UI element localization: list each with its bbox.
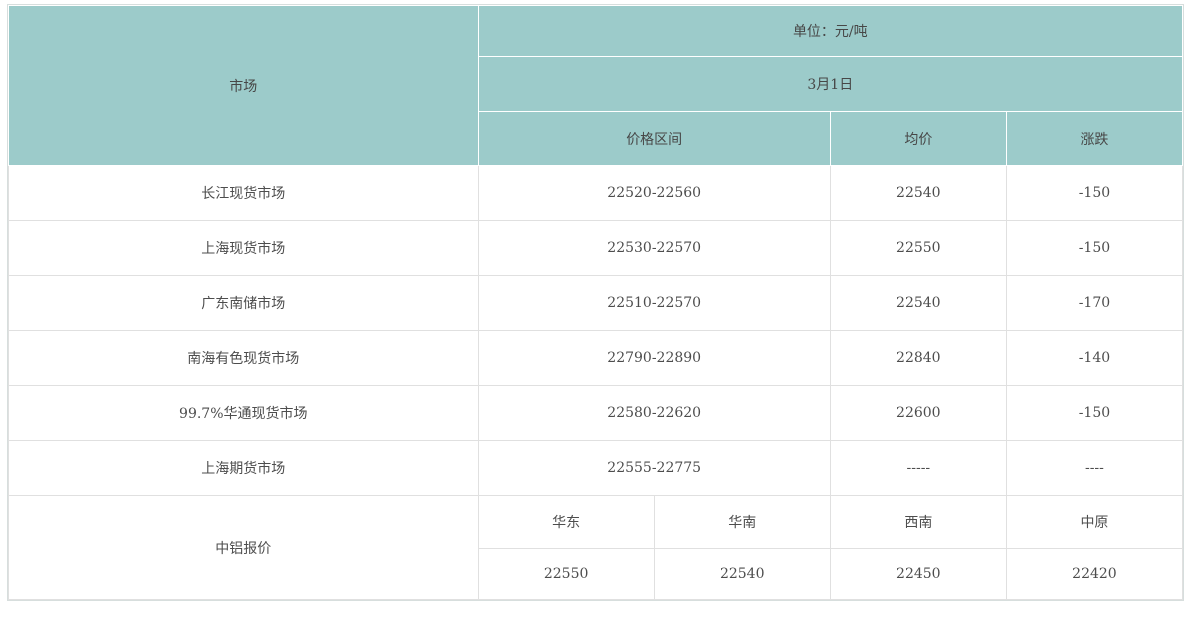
region-header-central-plains: 中原 [1005, 495, 1184, 549]
market-name: 上海现货市场 [8, 220, 479, 276]
market-name: 上海期货市场 [8, 440, 479, 496]
price-range-value: 22520-22560 [477, 165, 831, 221]
region-price-east-china: 22550 [477, 548, 655, 600]
change-value: -150 [1005, 220, 1184, 276]
col-header-average-price: 均价 [829, 111, 1007, 166]
region-header-east-china: 华东 [477, 495, 655, 549]
price-range-value: 22790-22890 [477, 330, 831, 386]
header-row-date: 3月1日 [9, 56, 1184, 112]
change-value: ---- [1005, 440, 1184, 496]
market-name: 长江现货市场 [8, 165, 479, 221]
col-header-price-range: 价格区间 [477, 111, 831, 166]
change-value: -150 [1005, 385, 1184, 441]
price-table: 市场 单位：元/吨 3月1日 价格区间 均价 涨跌 长江现货市场 22520-2… [8, 5, 1184, 600]
chinalco-label: 中铝报价 [8, 495, 479, 600]
col-header-change: 涨跌 [1005, 111, 1184, 166]
table-row: 99.7%华通现货市场 22580-22620 22600 -150 [8, 385, 1184, 441]
header-row-unit: 市场 单位：元/吨 [8, 5, 1184, 166]
average-price-value: ----- [829, 440, 1007, 496]
price-range-value: 22530-22570 [477, 220, 831, 276]
price-range-value: 22580-22620 [477, 385, 831, 441]
market-name: 99.7%华通现货市场 [8, 385, 479, 441]
region-header-south-china: 华南 [653, 495, 831, 549]
unit-header: 单位：元/吨 [477, 5, 1184, 57]
table-row: 南海有色现货市场 22790-22890 22840 -140 [8, 330, 1184, 386]
region-price-south-china: 22540 [653, 548, 831, 600]
region-price-central-plains: 22420 [1005, 548, 1184, 600]
change-value: -150 [1005, 165, 1184, 221]
market-name: 广东南储市场 [8, 275, 479, 331]
market-column-header: 市场 [8, 5, 479, 166]
average-price-value: 22540 [829, 275, 1007, 331]
average-price-value: 22600 [829, 385, 1007, 441]
price-range-value: 22555-22775 [477, 440, 831, 496]
average-price-value: 22840 [829, 330, 1007, 386]
market-name: 南海有色现货市场 [8, 330, 479, 386]
region-price-southwest: 22450 [829, 548, 1007, 600]
average-price-value: 22540 [829, 165, 1007, 221]
chinalco-price-row: 22550 22540 22450 22420 [9, 548, 1184, 600]
table-row: 长江现货市场 22520-22560 22540 -150 [8, 165, 1184, 221]
table-row: 上海期货市场 22555-22775 ----- ---- [8, 440, 1184, 496]
change-value: -170 [1005, 275, 1184, 331]
chinalco-region-row: 中铝报价 华东 华南 西南 中原 [8, 495, 1184, 600]
table-row: 上海现货市场 22530-22570 22550 -150 [8, 220, 1184, 276]
price-table-container: 市场 单位：元/吨 3月1日 价格区间 均价 涨跌 长江现货市场 22520-2… [7, 4, 1184, 601]
region-header-southwest: 西南 [829, 495, 1007, 549]
header-row-columns: 价格区间 均价 涨跌 [9, 111, 1184, 166]
change-value: -140 [1005, 330, 1184, 386]
average-price-value: 22550 [829, 220, 1007, 276]
date-header: 3月1日 [477, 56, 1184, 112]
table-row: 广东南储市场 22510-22570 22540 -170 [8, 275, 1184, 331]
price-range-value: 22510-22570 [477, 275, 831, 331]
